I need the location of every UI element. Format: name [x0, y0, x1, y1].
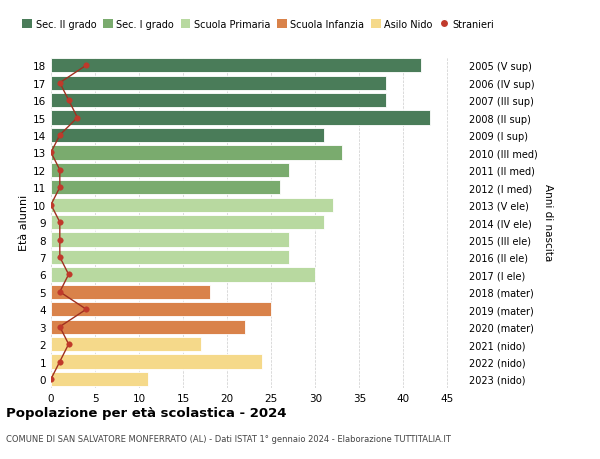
Bar: [51, 285, 209, 299]
Bar: [51, 233, 289, 247]
Bar: [51, 129, 324, 143]
Bar: [51, 215, 324, 230]
Bar: [51, 111, 430, 125]
Bar: [51, 320, 245, 334]
Bar: [51, 372, 148, 386]
Bar: [51, 59, 421, 73]
Bar: [51, 94, 386, 108]
Bar: [51, 268, 315, 282]
Text: Popolazione per età scolastica - 2024: Popolazione per età scolastica - 2024: [6, 406, 287, 419]
Bar: [51, 163, 289, 178]
Bar: [51, 76, 386, 90]
Bar: [51, 146, 341, 160]
Bar: [51, 355, 262, 369]
Legend: Sec. II grado, Sec. I grado, Scuola Primaria, Scuola Infanzia, Asilo Nido, Stran: Sec. II grado, Sec. I grado, Scuola Prim…: [19, 16, 498, 34]
Bar: [51, 250, 289, 264]
Bar: [51, 181, 280, 195]
Bar: [51, 198, 333, 213]
Y-axis label: Età alunni: Età alunni: [19, 195, 29, 251]
Y-axis label: Anni di nascita: Anni di nascita: [544, 184, 553, 261]
Text: COMUNE DI SAN SALVATORE MONFERRATO (AL) - Dati ISTAT 1° gennaio 2024 - Elaborazi: COMUNE DI SAN SALVATORE MONFERRATO (AL) …: [6, 434, 451, 443]
Bar: [51, 337, 201, 352]
Bar: [51, 302, 271, 317]
